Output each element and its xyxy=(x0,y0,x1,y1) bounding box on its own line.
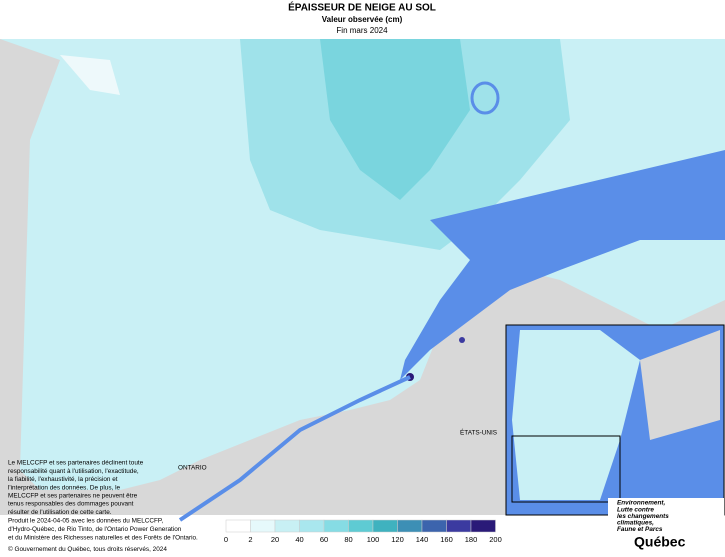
footer: Produit le 2024-04-05 avec les données d… xyxy=(8,518,198,553)
legend-label: 160 xyxy=(440,535,453,544)
label-usa: ÉTATS-UNIS xyxy=(460,428,497,437)
legend-swatch xyxy=(274,519,300,533)
legend-label: 100 xyxy=(367,535,380,544)
legend-label: 40 xyxy=(295,535,303,544)
legend: 0 2 20 40 60 80 100 120 140 160 180 200 xyxy=(224,519,502,544)
footer-line: Produit le 2024-04-05 avec les données d… xyxy=(8,518,163,525)
logo-line: les changements xyxy=(617,513,669,520)
bay xyxy=(60,55,120,95)
legend-label: 180 xyxy=(465,535,478,544)
label-ontario: ONTARIO xyxy=(178,465,207,472)
snow-high xyxy=(320,39,470,200)
disclaimer-line: tenus responsables des dommages pouvant xyxy=(8,501,134,508)
disclaimer-line: la fiabilité, l'exhaustivité, la précisi… xyxy=(8,476,118,483)
legend-swatch xyxy=(299,519,325,533)
legend-label: 200 xyxy=(489,535,502,544)
footer-line: © Gouvernement du Québec, tous droits ré… xyxy=(8,545,167,552)
legend-label: 80 xyxy=(344,535,352,544)
logo-line: climatiques, xyxy=(617,519,654,526)
inset-labrador xyxy=(640,330,720,440)
legend-label: 60 xyxy=(320,535,328,544)
logo-line: Environnement, xyxy=(617,500,666,507)
logo-line: Lutte contre xyxy=(617,506,654,513)
inset xyxy=(505,324,725,516)
title: ÉPAISSEUR DE NEIGE AU SOL xyxy=(288,1,436,14)
disclaimer-line: MELCCFP et ses partenaires ne peuvent êt… xyxy=(8,492,138,499)
legend-swatch xyxy=(446,519,472,533)
disclaimer-line: Le MELCCFP et ses partenaires déclinent … xyxy=(8,460,144,467)
footer-line: d'Hydro-Québec, de Rio Tinto, de l'Ontar… xyxy=(8,526,182,533)
legend-label: 0 xyxy=(224,535,228,544)
legend-label: 20 xyxy=(271,535,279,544)
date: Fin mars 2024 xyxy=(336,26,388,35)
legend-swatch xyxy=(225,519,251,533)
legend-swatch xyxy=(250,519,276,533)
legend-swatch xyxy=(397,519,423,533)
legend-swatch xyxy=(323,519,349,533)
legend-label: 2 xyxy=(248,535,252,544)
legend-swatch xyxy=(348,519,374,533)
peak xyxy=(459,337,465,343)
disclaimer-line: responsabilité quant à l'utilisation, l'… xyxy=(8,468,139,475)
logo-line: Faune et Parcs xyxy=(617,526,663,533)
logo-bg xyxy=(608,498,724,550)
subtitle: Valeur observée (cm) xyxy=(322,15,403,24)
legend-swatch xyxy=(421,519,447,533)
map: ONTARIO ÉTATS-UNIS xyxy=(0,39,725,522)
footer-line: et du Ministère des Richesses naturelles… xyxy=(8,534,198,541)
disclaimer: Le MELCCFP et ses partenaires déclinent … xyxy=(8,460,144,516)
legend-label: 120 xyxy=(391,535,404,544)
legend-label: 140 xyxy=(416,535,429,544)
legend-swatch xyxy=(470,519,496,533)
inset-box xyxy=(511,435,621,503)
disclaimer-line: l'interprétation des données. De plus, l… xyxy=(8,484,121,491)
disclaimer-line: résulter de l'utilisation de cette carte… xyxy=(8,509,112,516)
reservoir xyxy=(470,81,500,115)
legend-swatch xyxy=(372,519,398,533)
inset-land xyxy=(512,330,640,500)
gulf xyxy=(400,150,725,380)
river xyxy=(178,375,411,522)
logo-name: Québec xyxy=(634,534,686,550)
snow-light xyxy=(0,39,725,490)
